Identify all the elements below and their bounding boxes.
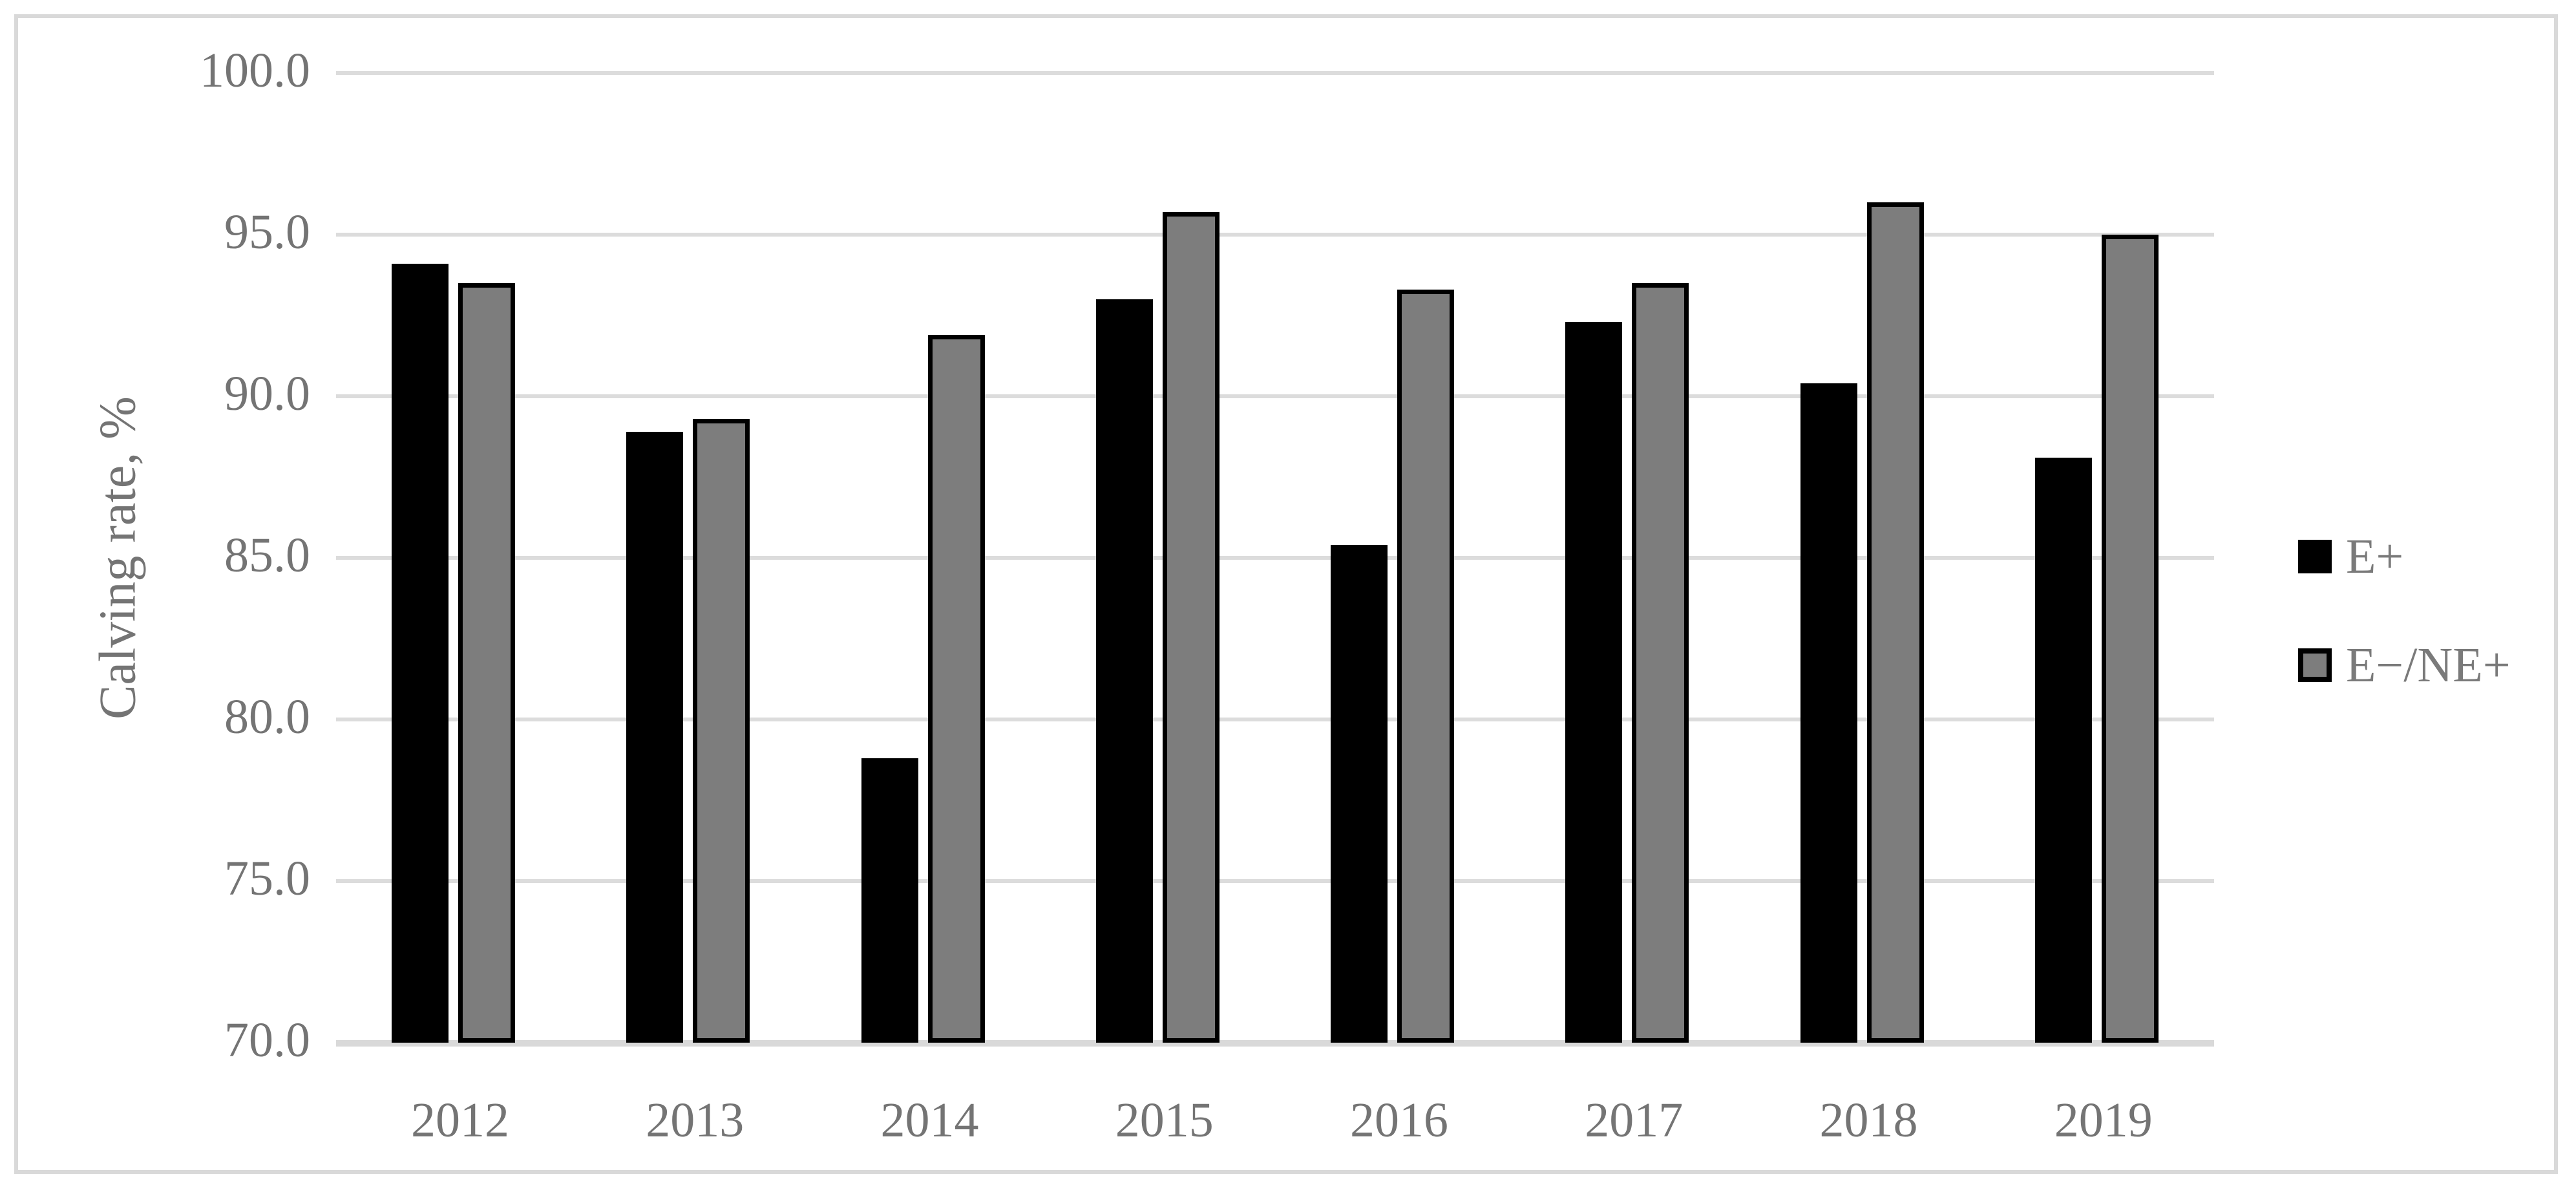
legend-item-e-minus-ne-plus: E−/NE+ bbox=[2298, 638, 2511, 692]
x-axis-line bbox=[336, 1040, 2214, 1047]
bar-2013-e-minus-ne-plus bbox=[693, 419, 750, 1043]
y-tick-label-75: 75.0 bbox=[224, 851, 310, 906]
x-tick-label-2016: 2016 bbox=[1350, 1093, 1448, 1147]
bar-2014-e-minus-ne-plus bbox=[927, 335, 985, 1043]
bar-2016-e-plus bbox=[1331, 545, 1388, 1043]
bar-2017-e-minus-ne-plus bbox=[1632, 283, 1689, 1043]
y-axis-title: Calving rate, % bbox=[89, 396, 147, 719]
gridline-80 bbox=[336, 718, 2214, 721]
gridline-85 bbox=[336, 556, 2214, 560]
bar-2012-e-plus bbox=[392, 264, 449, 1043]
x-tick-label-2013: 2013 bbox=[646, 1093, 744, 1147]
bar-2014-e-plus bbox=[861, 758, 918, 1043]
bar-2018-e-minus-ne-plus bbox=[1866, 202, 1924, 1043]
legend-swatch-icon bbox=[2298, 648, 2332, 682]
x-tick-label-2018: 2018 bbox=[1819, 1093, 1918, 1147]
bar-2016-e-minus-ne-plus bbox=[1397, 290, 1455, 1043]
y-tick-label-100: 100.0 bbox=[200, 43, 310, 98]
gridline-75 bbox=[336, 879, 2214, 883]
x-tick-label-2012: 2012 bbox=[411, 1093, 509, 1147]
y-tick-label-90: 90.0 bbox=[224, 367, 310, 421]
y-tick-label-85: 85.0 bbox=[224, 528, 310, 583]
legend-item-e-plus: E+ bbox=[2298, 529, 2511, 584]
bar-2012-e-minus-ne-plus bbox=[458, 283, 516, 1043]
x-tick-label-2019: 2019 bbox=[2054, 1093, 2153, 1147]
bar-2013-e-plus bbox=[626, 432, 684, 1043]
legend: E+ E−/NE+ bbox=[2298, 529, 2511, 752]
y-tick-label-70: 70.0 bbox=[224, 1013, 310, 1068]
gridline-95 bbox=[336, 233, 2214, 237]
x-tick-label-2014: 2014 bbox=[880, 1093, 979, 1147]
bar-2017-e-plus bbox=[1565, 322, 1623, 1043]
bar-2015-e-plus bbox=[1095, 299, 1153, 1043]
bar-2018-e-plus bbox=[1800, 383, 1857, 1043]
legend-swatch-icon bbox=[2298, 540, 2332, 573]
bar-2019-e-plus bbox=[2034, 458, 2092, 1043]
y-tick-label-80: 80.0 bbox=[224, 690, 310, 745]
legend-label: E−/NE+ bbox=[2346, 637, 2511, 692]
gridline-100 bbox=[336, 71, 2214, 75]
x-tick-label-2017: 2017 bbox=[1585, 1093, 1684, 1147]
gridline-90 bbox=[336, 394, 2214, 398]
x-tick-label-2015: 2015 bbox=[1115, 1093, 1214, 1147]
y-tick-label-95: 95.0 bbox=[224, 205, 310, 260]
bar-2019-e-minus-ne-plus bbox=[2101, 235, 2159, 1043]
legend-label: E+ bbox=[2346, 529, 2404, 584]
bar-2015-e-minus-ne-plus bbox=[1162, 212, 1219, 1043]
chart-frame-border bbox=[14, 14, 2558, 1174]
